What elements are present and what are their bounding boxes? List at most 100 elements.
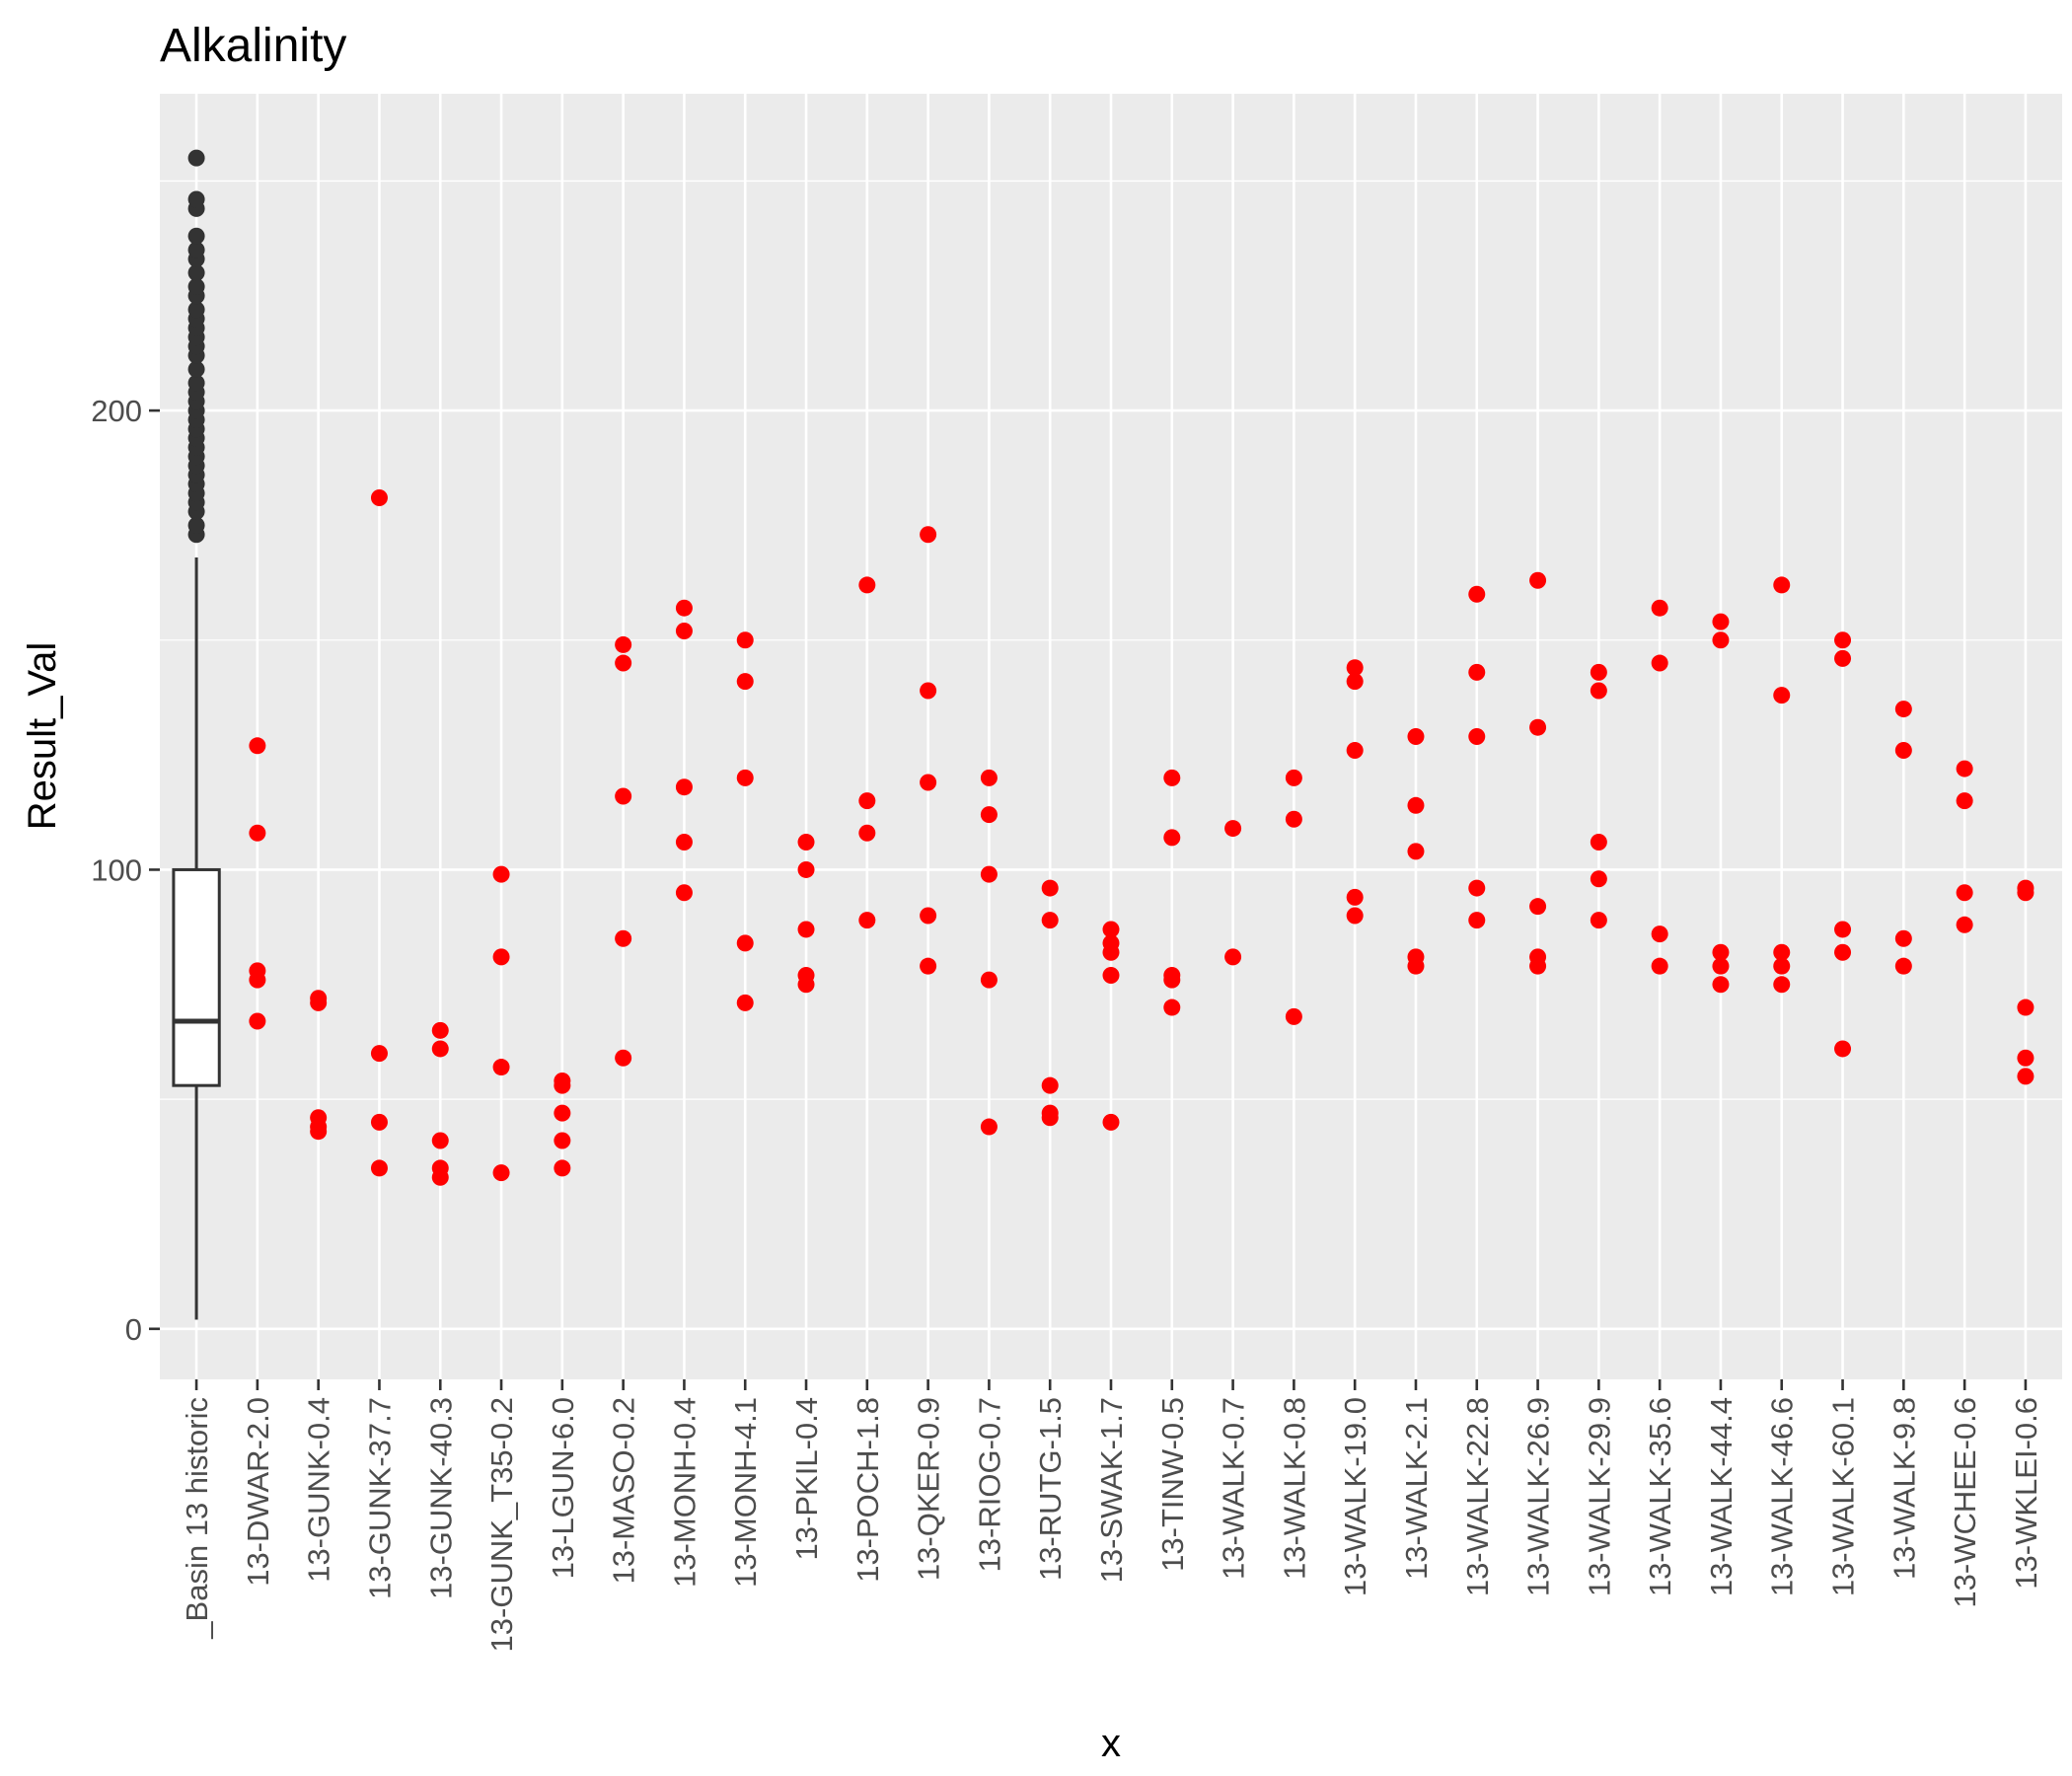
data-point [1407, 728, 1425, 745]
data-points [249, 489, 2035, 1186]
x-tick-label: 13-RIOG-0.7 [972, 1397, 1006, 1572]
x-tick-label: _Basin 13 historic [180, 1397, 214, 1640]
data-point [736, 769, 754, 786]
data-point [1163, 769, 1181, 786]
x-tick-label: 13-WALK-44.4 [1704, 1397, 1739, 1596]
data-point [1894, 957, 1912, 975]
data-point [1163, 999, 1181, 1016]
x-tick-label: 13-WKLEI-0.6 [2009, 1397, 2043, 1590]
data-point [675, 599, 693, 617]
data-point [615, 929, 632, 947]
boxplot-outlier [187, 360, 205, 378]
x-tick-label: 13-WALK-0.8 [1277, 1397, 1311, 1580]
data-point [675, 778, 693, 796]
x-tick-label: 13-WALK-2.1 [1399, 1397, 1434, 1580]
data-point [1834, 921, 1852, 938]
data-point [1407, 796, 1425, 814]
data-point [1590, 870, 1607, 888]
boxplot-outlier [187, 277, 205, 295]
boxplot-outlier [187, 516, 205, 534]
data-point [1712, 631, 1730, 649]
data-point [2017, 884, 2035, 902]
data-point [858, 824, 876, 842]
x-tick-label: 13-WALK-9.8 [1887, 1397, 1921, 1580]
data-point [1285, 769, 1302, 786]
y-tick-label: 200 [91, 394, 142, 428]
data-point [1346, 907, 1364, 925]
data-point [249, 971, 266, 989]
data-point [1468, 879, 1486, 897]
data-point [492, 948, 510, 966]
data-point [1651, 957, 1668, 975]
data-point [736, 934, 754, 952]
data-point [980, 971, 998, 989]
data-point [1773, 957, 1791, 975]
data-point [1956, 792, 1973, 810]
data-point [675, 884, 693, 902]
data-point [1651, 925, 1668, 943]
data-point [1712, 976, 1730, 994]
data-point [492, 1059, 510, 1076]
data-point [797, 921, 815, 938]
data-point [675, 834, 693, 851]
data-point [310, 1123, 328, 1141]
data-point [1590, 834, 1607, 851]
data-point [615, 787, 632, 805]
data-point [1651, 654, 1668, 672]
x-tick-label: 13-WALK-60.1 [1826, 1397, 1861, 1596]
data-point [1224, 820, 1242, 838]
x-tick-label: 13-GUNK-37.7 [362, 1397, 397, 1599]
data-point [797, 976, 815, 994]
x-tick-label: 13-GUNK_T35-0.2 [484, 1397, 519, 1652]
boxplot-outlier [187, 301, 205, 319]
data-point [1285, 1007, 1302, 1025]
data-point [1468, 663, 1486, 681]
data-point [797, 860, 815, 878]
x-tick-label: 13-QKER-0.9 [912, 1397, 946, 1581]
data-point [431, 1021, 449, 1039]
x-tick-label: 13-PKIL-0.4 [789, 1397, 824, 1560]
data-point [431, 1168, 449, 1186]
data-point [1773, 943, 1791, 961]
data-point [858, 792, 876, 810]
data-point [920, 907, 937, 925]
x-tick-label: 13-WALK-19.0 [1338, 1397, 1372, 1596]
data-point [1956, 884, 1973, 902]
data-point [980, 1118, 998, 1136]
data-point [1346, 673, 1364, 691]
data-point [1102, 966, 1120, 984]
data-point [554, 1132, 571, 1149]
x-axis-title: x [1101, 1722, 1121, 1765]
data-point [858, 912, 876, 929]
data-point [1529, 571, 1547, 589]
data-point [1712, 957, 1730, 975]
x-tick-label: 13-WALK-29.9 [1582, 1397, 1616, 1596]
boxplot-box [172, 867, 221, 1087]
data-point [920, 957, 937, 975]
y-axis: 0 100 200 [91, 394, 160, 1347]
data-point [1346, 888, 1364, 906]
data-point [554, 1076, 571, 1094]
data-point [1346, 741, 1364, 759]
x-tick-label: 13-RUTG-1.5 [1033, 1397, 1068, 1581]
data-point [1224, 948, 1242, 966]
chart-title: Alkalinity [160, 20, 346, 72]
data-point [1468, 912, 1486, 929]
data-point [1102, 921, 1120, 938]
data-point [1102, 943, 1120, 961]
data-point [1041, 912, 1059, 929]
x-axis: _Basin 13 historic 13-DWAR-2.0 13-GUNK-0.4… [180, 1379, 2043, 1652]
data-point [920, 526, 937, 544]
data-point [920, 774, 937, 791]
data-point [1834, 649, 1852, 667]
data-point [1407, 957, 1425, 975]
data-point [1529, 898, 1547, 916]
data-point [1894, 701, 1912, 718]
data-point [1041, 879, 1059, 897]
y-tick-label: 100 [91, 852, 142, 887]
data-point [370, 1159, 388, 1177]
data-point [1773, 687, 1791, 704]
data-point [675, 622, 693, 639]
data-point [310, 994, 328, 1011]
